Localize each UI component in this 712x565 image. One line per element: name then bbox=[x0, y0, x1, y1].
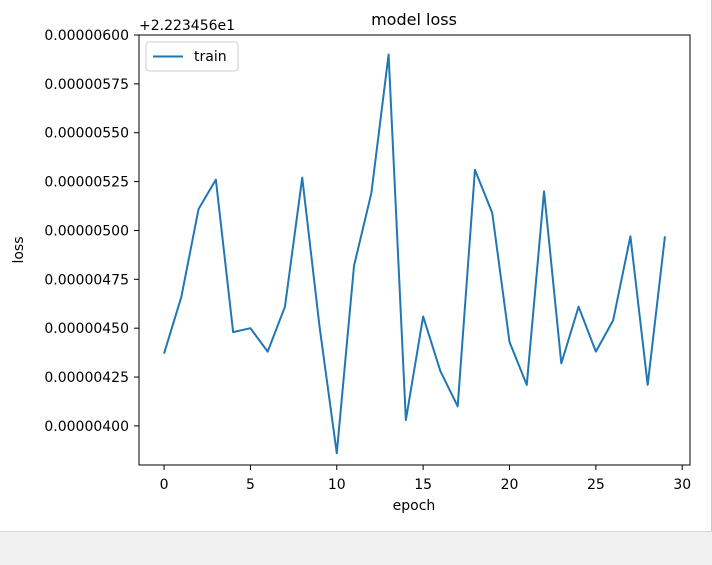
y-tick-label: 0.00000600 bbox=[44, 28, 129, 44]
legend-label-train: train bbox=[194, 49, 227, 65]
figure-canvas: 0.00000400 0.00000425 0.00000450 0.00000475… bbox=[11, 0, 712, 531]
x-tick-label: 10 bbox=[328, 477, 346, 493]
y-tick-label: 0.00000525 bbox=[44, 175, 129, 191]
x-tick-label: 30 bbox=[673, 477, 691, 493]
plot-frame bbox=[138, 34, 691, 466]
chart-title: model loss bbox=[371, 10, 457, 29]
y-tick-label: 0.00000450 bbox=[44, 321, 129, 337]
y-tick-label: 0.00000400 bbox=[44, 419, 129, 435]
y-tick-label: 0.00000550 bbox=[44, 126, 129, 142]
legend: train bbox=[145, 41, 239, 72]
x-tick-label: 5 bbox=[246, 477, 255, 493]
y-tick-label: 0.00000500 bbox=[44, 223, 129, 239]
y-tick-label: 0.00000575 bbox=[44, 77, 129, 93]
x-tick-label: 25 bbox=[587, 477, 605, 493]
series-line-train bbox=[163, 53, 666, 455]
x-tick-label: 20 bbox=[501, 477, 519, 493]
series-layer bbox=[163, 53, 666, 455]
x-tick-label: 15 bbox=[414, 477, 432, 493]
y-axis: 0.00000400 0.00000425 0.00000450 0.00000475… bbox=[44, 28, 139, 435]
x-axis: 0 5 10 15 20 25 30 bbox=[160, 465, 691, 493]
x-tick-label: 0 bbox=[160, 477, 169, 493]
x-axis-label: epoch bbox=[393, 498, 436, 514]
y-axis-label: loss bbox=[11, 236, 27, 263]
y-tick-label: 0.00000475 bbox=[44, 272, 129, 288]
loss-line-chart: 0.00000400 0.00000425 0.00000450 0.00000475… bbox=[11, 10, 691, 514]
status-bar bbox=[0, 531, 712, 565]
legend-box bbox=[145, 41, 239, 72]
y-offset-label: +2.223456e1 bbox=[139, 18, 235, 34]
y-tick-label: 0.00000425 bbox=[44, 370, 129, 386]
